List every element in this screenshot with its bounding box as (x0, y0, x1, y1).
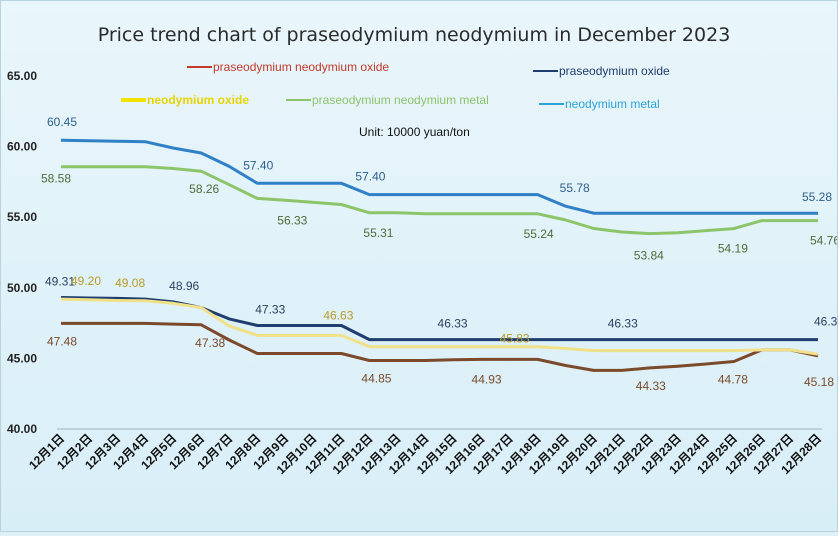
y-tick-label: 45.00 (7, 351, 37, 365)
data-label: 45.18 (804, 375, 834, 389)
data-label: 49.31 (45, 275, 75, 289)
series-line-praseodymium-neodymium-metal (61, 165, 818, 236)
data-label: 56.33 (277, 213, 307, 227)
legend-label: praseodymium neodymium metal (312, 93, 489, 107)
data-label: 47.48 (47, 334, 77, 348)
data-label: 58.26 (189, 182, 219, 196)
unit-label: Unit: 10000 yuan/ton (359, 125, 470, 139)
data-label: 44.78 (718, 373, 748, 387)
data-label: 46.63 (323, 308, 353, 322)
y-tick-label: 60.00 (7, 140, 37, 154)
y-tick-label: 40.00 (7, 422, 37, 436)
data-label: 55.31 (363, 226, 393, 240)
y-tick-label: 65.00 (7, 69, 37, 83)
data-label: 49.20 (71, 274, 101, 288)
data-label: 44.93 (472, 372, 502, 386)
data-label: 46.33 (608, 317, 638, 331)
data-label: 46.33 (438, 317, 468, 331)
data-label: 47.38 (195, 336, 225, 350)
data-label: 53.84 (634, 249, 664, 263)
data-label: 46.33 (814, 315, 837, 329)
data-label: 49.08 (115, 276, 145, 290)
data-label: 45.83 (500, 332, 530, 346)
legend-label: neodymium metal (565, 97, 660, 111)
data-label: 55.78 (560, 181, 590, 195)
y-axis: 40.00 45.00 50.00 55.00 60.00 65.00 (7, 69, 37, 436)
legend: praseodymium neodymium oxide praseodymium… (121, 60, 670, 111)
data-labels: 47.48 47.38 44.85 44.93 44.33 44.78 45.18 49.31… (41, 115, 838, 393)
y-tick-label: 55.00 (7, 210, 37, 224)
legend-label: praseodymium neodymium oxide (213, 60, 389, 74)
chart-title: Price trend chart of praseodymium neodym… (98, 24, 731, 46)
data-label: 55.28 (802, 190, 832, 204)
data-label: 57.40 (355, 170, 385, 184)
data-label: 44.33 (636, 379, 666, 393)
x-axis: 12月1日12月2日12月3日12月4日12月5日12月6日12月7日12月8日… (26, 428, 824, 477)
data-label: 57.40 (243, 158, 273, 172)
y-tick-label: 50.00 (7, 281, 37, 295)
data-label: 55.24 (524, 227, 554, 241)
legend-label: praseodymium oxide (559, 64, 670, 78)
data-label: 58.58 (41, 172, 71, 186)
data-label: 60.45 (47, 115, 77, 129)
series-lines (60, 138, 819, 372)
legend-label: neodymium oxide (147, 93, 249, 107)
data-label: 54.76 (810, 234, 837, 248)
series-line-neodymium-oxide (60, 297, 819, 356)
data-label: 44.85 (361, 372, 391, 386)
series-line-neodymium-metal (60, 138, 818, 215)
series-line-praseodymium-neodymium-oxide (61, 321, 819, 372)
data-label: 47.33 (255, 303, 285, 317)
data-label: 48.96 (169, 279, 199, 293)
data-label: 54.19 (718, 242, 748, 256)
